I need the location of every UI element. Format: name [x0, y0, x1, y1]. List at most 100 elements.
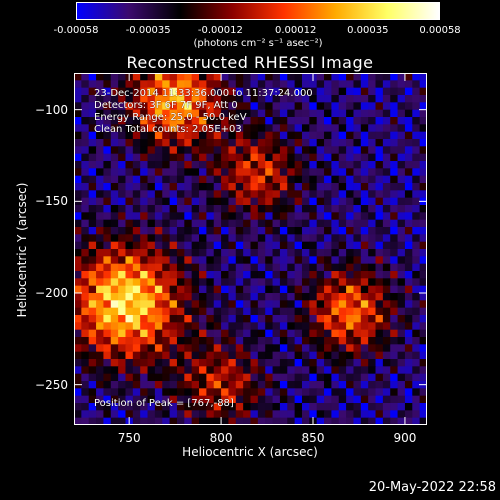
heatmap-cell — [287, 344, 296, 353]
heatmap-cell — [368, 197, 377, 206]
heatmap-cell — [316, 410, 325, 419]
heatmap-cell — [176, 161, 185, 169]
heatmap-cell — [331, 359, 340, 367]
heatmap-cell — [368, 212, 377, 221]
heatmap-cell — [316, 139, 325, 147]
heatmap-cell — [309, 271, 318, 279]
heatmap-cell — [390, 153, 399, 162]
heatmap-cell — [257, 117, 266, 125]
plot-frame — [74, 73, 427, 425]
colorbar-tick-label: -0.00035 — [125, 25, 171, 36]
heatmap-cell — [147, 417, 156, 425]
heatmap-cell — [206, 322, 215, 331]
heatmap-cell — [132, 183, 141, 191]
heatmap-cell — [118, 139, 127, 147]
heatmap-cell — [404, 315, 413, 323]
heatmap-cell — [81, 241, 90, 250]
heatmap-cell — [338, 256, 347, 265]
heatmap-cell — [346, 153, 355, 162]
heatmap-cell — [162, 359, 171, 367]
heatmap-cell — [132, 212, 141, 221]
heatmap-cell — [176, 153, 185, 162]
heatmap-cell — [154, 205, 163, 213]
heatmap-cell — [353, 205, 362, 213]
heatmap-cell — [88, 153, 97, 162]
heatmap-cell — [360, 241, 369, 250]
heatmap-cell — [309, 241, 318, 250]
heatmap-cell — [265, 395, 274, 404]
heatmap-cell — [74, 87, 82, 96]
heatmap-cell — [110, 271, 119, 279]
heatmap-cell — [404, 293, 413, 301]
heatmap-cell — [301, 197, 310, 206]
heatmap-cell — [154, 80, 163, 89]
heatmap-cell — [316, 73, 325, 81]
heatmap-cell — [235, 109, 244, 118]
heatmap-cell — [279, 249, 288, 257]
heatmap-cell — [360, 300, 369, 309]
heatmap-cell — [221, 366, 230, 375]
heatmap-cell — [390, 285, 399, 294]
heatmap-cell — [382, 373, 391, 382]
heatmap-cell — [221, 388, 230, 397]
heatmap-cell — [250, 87, 259, 96]
heatmap-cell — [81, 146, 90, 155]
heatmap-cell — [353, 337, 362, 345]
heatmap-cell — [81, 300, 90, 309]
heatmap-cell — [191, 241, 200, 250]
heatmap-cell — [397, 278, 406, 287]
heatmap-cell — [250, 249, 259, 257]
heatmap-cell — [221, 271, 230, 279]
heatmap-cell — [412, 197, 421, 206]
heatmap-cell — [221, 117, 230, 125]
heatmap-cell — [191, 73, 200, 81]
heatmap-cell — [199, 109, 207, 118]
heatmap-cell — [346, 124, 355, 133]
heatmap-cell — [110, 329, 119, 338]
heatmap-cell — [169, 102, 178, 111]
heatmap-cell — [132, 322, 141, 331]
heatmap-cell — [132, 249, 141, 257]
heatmap-cell — [287, 278, 296, 287]
heatmap-cell — [309, 388, 318, 397]
heatmap-cell — [382, 344, 391, 353]
heatmap-cell — [301, 212, 310, 221]
heatmap-cell — [397, 271, 406, 279]
heatmap-cell — [243, 109, 252, 118]
heatmap-cell — [360, 322, 369, 331]
heatmap-cell — [88, 395, 97, 404]
heatmap-cell — [294, 102, 303, 111]
heatmap-cell — [419, 153, 427, 162]
heatmap-cell — [74, 124, 82, 133]
heatmap-cell — [279, 197, 288, 206]
heatmap-cell — [265, 212, 274, 221]
heatmap-cell — [390, 271, 399, 279]
heatmap-cell — [272, 241, 281, 250]
heatmap-cell — [221, 256, 230, 265]
heatmap-cell — [221, 190, 230, 199]
heatmap-cell — [279, 80, 288, 89]
heatmap-cell — [103, 87, 112, 96]
heatmap-cell — [235, 373, 244, 382]
heatmap-cell — [412, 124, 421, 133]
heatmap-cell — [118, 249, 127, 257]
heatmap-cell — [324, 219, 332, 228]
heatmap-cell — [140, 337, 149, 345]
heatmap-cell — [294, 278, 303, 287]
heatmap-cell — [103, 300, 112, 309]
heatmap-cell — [191, 307, 200, 316]
heatmap-cell — [279, 256, 288, 265]
heatmap-cell — [316, 183, 325, 191]
heatmap-cell — [118, 183, 127, 191]
heatmap-cell — [382, 337, 391, 345]
heatmap-cell — [301, 285, 310, 294]
heatmap-cell — [147, 212, 156, 221]
heatmap-cell — [360, 146, 369, 155]
heatmap-cell — [147, 249, 156, 257]
heatmap-cell — [81, 73, 90, 81]
heatmap-cell — [74, 249, 82, 257]
heatmap-cell — [88, 359, 97, 367]
heatmap-cell — [162, 153, 171, 162]
heatmap-cell — [162, 344, 171, 353]
heatmap-cell — [191, 161, 200, 169]
